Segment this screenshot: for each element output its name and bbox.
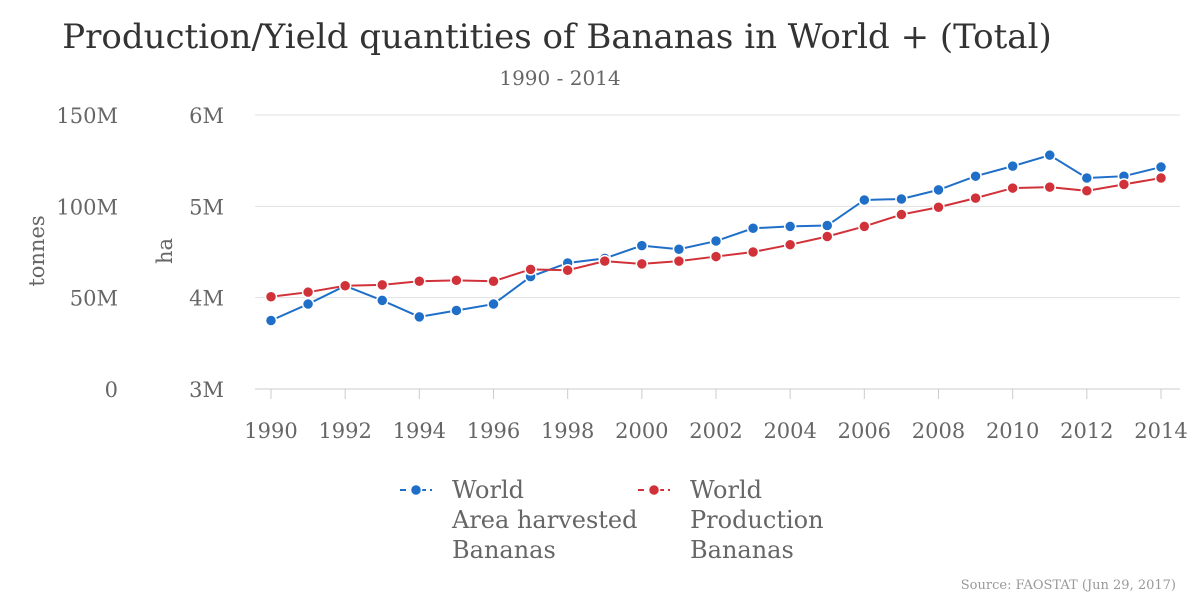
y-left-tick-label: 50M — [70, 287, 118, 311]
data-point[interactable] — [635, 239, 649, 252]
data-point[interactable] — [821, 219, 834, 232]
y-left-tick-label: 150M — [56, 104, 118, 128]
data-point[interactable] — [338, 279, 352, 293]
data-point[interactable] — [709, 250, 723, 263]
data-point[interactable] — [895, 208, 908, 221]
data-point[interactable] — [1043, 180, 1056, 194]
data-point[interactable] — [672, 254, 686, 268]
data-point[interactable] — [413, 274, 426, 288]
x-tick-label: 2012 — [1060, 419, 1113, 443]
data-point[interactable] — [450, 274, 463, 287]
data-point[interactable] — [895, 192, 908, 206]
data-point[interactable] — [709, 234, 723, 248]
gridlines — [255, 114, 1180, 390]
legend-label: Bananas — [452, 536, 556, 564]
data-point[interactable] — [301, 297, 315, 311]
data-point[interactable] — [969, 191, 982, 205]
data-point[interactable] — [487, 297, 500, 311]
y-right-tick-label: 6M — [189, 104, 224, 128]
data-point[interactable] — [932, 183, 945, 197]
data-point[interactable] — [1043, 148, 1056, 162]
y-left-tick-label: 0 — [105, 378, 118, 402]
data-point[interactable] — [783, 220, 797, 233]
data-point[interactable] — [969, 169, 982, 183]
x-tick-label: 1990 — [244, 419, 297, 443]
legend-label: World — [452, 476, 524, 504]
legend-label: World — [690, 476, 762, 504]
y-right-tick-label: 3M — [189, 378, 224, 402]
data-point[interactable] — [413, 310, 426, 324]
data-point[interactable] — [858, 220, 871, 233]
data-point[interactable] — [1080, 184, 1094, 198]
data-point[interactable] — [821, 230, 834, 243]
data-point[interactable] — [264, 290, 278, 304]
legend-label: Area harvested — [451, 506, 637, 534]
data-point[interactable] — [301, 285, 315, 299]
y-right-tick-label: 5M — [189, 195, 224, 219]
y-axis-right-ticks: 3M 4M 5M 6M — [189, 104, 224, 402]
data-point[interactable] — [1080, 171, 1094, 185]
data-point[interactable] — [376, 294, 389, 307]
data-point[interactable] — [598, 254, 611, 268]
data-point[interactable] — [783, 238, 797, 251]
source-note: Source: FAOSTAT (Jun 29, 2017) — [961, 578, 1176, 593]
data-point[interactable] — [746, 222, 760, 235]
chart-subtitle: 1990 - 2014 — [499, 66, 620, 90]
x-tick-label: 2000 — [615, 419, 668, 443]
y-left-tick-label: 100M — [56, 195, 118, 219]
x-tick-label: 1992 — [318, 419, 371, 443]
data-point[interactable] — [635, 257, 649, 271]
data-point[interactable] — [1006, 159, 1019, 173]
series-area-harvested[interactable] — [264, 148, 1168, 327]
x-tick-label: 2008 — [912, 419, 965, 443]
x-tick-label: 1996 — [467, 419, 520, 443]
data-point[interactable] — [932, 200, 945, 214]
x-tick-label: 2010 — [986, 419, 1039, 443]
data-point[interactable] — [524, 263, 537, 276]
x-tick-label: 1994 — [393, 419, 446, 443]
x-tick-label: 1998 — [541, 419, 594, 443]
data-point[interactable] — [1006, 181, 1019, 195]
y-axis-left-ticks: 0 50M 100M 150M — [56, 104, 118, 402]
data-point[interactable] — [1154, 160, 1168, 174]
series-production[interactable] — [264, 171, 1168, 304]
y-axis-left-title: tonnes — [25, 215, 49, 286]
data-point[interactable] — [858, 193, 871, 207]
legend-marker-swatch — [647, 483, 661, 497]
x-tick-label: 2006 — [838, 419, 891, 443]
data-point[interactable] — [561, 264, 574, 277]
series-group — [264, 148, 1168, 327]
data-point[interactable] — [264, 314, 278, 327]
x-tick-label: 2002 — [689, 419, 742, 443]
x-axis-ticks: 1990 1992 1994 1996 1998 2000 2002 2004 2006 2008… — [244, 389, 1188, 443]
x-tick-label: 2004 — [763, 419, 816, 443]
chart-title: Production/Yield quantities of Bananas i… — [62, 17, 1051, 57]
data-point[interactable] — [672, 243, 686, 256]
data-point[interactable] — [487, 274, 500, 288]
y-axis-right-title: ha — [153, 238, 177, 264]
data-point[interactable] — [450, 304, 463, 317]
y-right-tick-label: 4M — [189, 287, 224, 311]
data-point[interactable] — [746, 245, 760, 259]
data-point[interactable] — [1154, 171, 1168, 185]
x-tick-label: 2014 — [1134, 419, 1187, 443]
legend-label: Production — [690, 506, 824, 534]
legend-marker-swatch — [409, 483, 423, 497]
legend-label: Bananas — [690, 536, 794, 564]
data-point[interactable] — [1117, 178, 1131, 191]
data-point[interactable] — [376, 278, 389, 292]
